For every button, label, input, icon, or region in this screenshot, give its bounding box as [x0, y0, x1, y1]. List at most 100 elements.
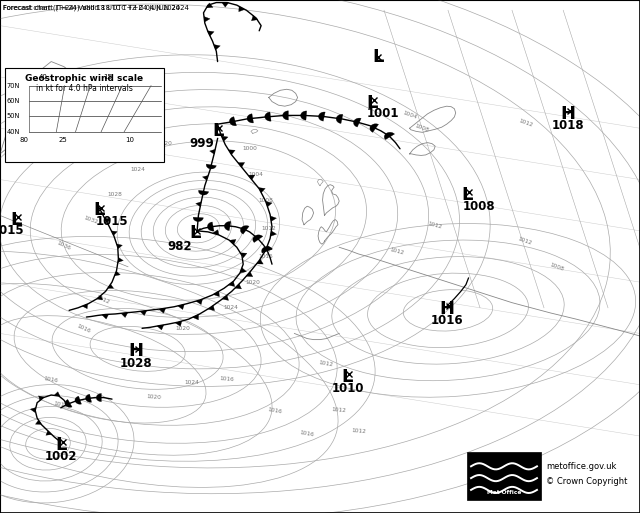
Text: 15: 15	[103, 73, 112, 80]
Polygon shape	[214, 45, 220, 50]
Text: 1015: 1015	[96, 215, 128, 228]
Polygon shape	[196, 202, 201, 207]
Text: Forecast chart (T+24) Valid 18 UTC T+Z 04 JUN 2024: Forecast chart (T+24) Valid 18 UTC T+Z 0…	[3, 4, 180, 11]
Text: 1012: 1012	[389, 247, 404, 255]
Text: 60N: 60N	[6, 98, 20, 104]
Polygon shape	[319, 112, 325, 121]
Polygon shape	[384, 132, 395, 140]
Text: 1012: 1012	[332, 407, 347, 413]
Polygon shape	[222, 3, 228, 7]
Polygon shape	[204, 16, 210, 22]
Polygon shape	[353, 118, 361, 127]
Text: L: L	[367, 93, 378, 112]
Polygon shape	[238, 163, 244, 167]
Bar	[467, 452, 541, 500]
Text: 982: 982	[167, 240, 191, 253]
Polygon shape	[228, 281, 235, 287]
Polygon shape	[253, 235, 263, 243]
Text: 1016: 1016	[220, 377, 235, 383]
Text: 1016: 1016	[268, 407, 283, 414]
Text: 1012: 1012	[351, 428, 366, 434]
Text: 40: 40	[39, 73, 48, 80]
Polygon shape	[65, 400, 72, 407]
Polygon shape	[111, 231, 117, 235]
Polygon shape	[140, 310, 147, 315]
Polygon shape	[248, 175, 255, 180]
Text: L: L	[189, 224, 201, 243]
Text: Geostrophic wind scale: Geostrophic wind scale	[26, 74, 143, 84]
Polygon shape	[252, 15, 258, 21]
Polygon shape	[270, 216, 276, 222]
Polygon shape	[262, 246, 273, 253]
Text: 70N: 70N	[6, 83, 20, 89]
Polygon shape	[115, 271, 120, 276]
Polygon shape	[229, 116, 237, 126]
Polygon shape	[116, 244, 122, 249]
Text: 1008: 1008	[258, 198, 273, 203]
Text: 1020: 1020	[157, 141, 173, 146]
Polygon shape	[102, 314, 109, 319]
Text: 1016: 1016	[44, 376, 59, 383]
Polygon shape	[228, 150, 235, 155]
Polygon shape	[265, 112, 271, 121]
Text: 10: 10	[125, 137, 134, 143]
Polygon shape	[159, 308, 166, 313]
Polygon shape	[104, 218, 111, 223]
Polygon shape	[271, 231, 276, 236]
Polygon shape	[193, 314, 198, 320]
Polygon shape	[210, 149, 215, 154]
Text: L: L	[212, 122, 223, 140]
Text: 999: 999	[189, 137, 214, 150]
Polygon shape	[198, 190, 209, 195]
Text: 1012: 1012	[517, 236, 532, 246]
Text: 1016: 1016	[431, 314, 463, 327]
Text: L: L	[10, 210, 22, 229]
Polygon shape	[239, 6, 245, 12]
Text: 1010: 1010	[332, 382, 364, 396]
Polygon shape	[30, 407, 36, 412]
Polygon shape	[75, 396, 81, 404]
Polygon shape	[118, 258, 124, 263]
Polygon shape	[259, 188, 265, 193]
Polygon shape	[206, 164, 216, 169]
Polygon shape	[86, 394, 92, 402]
Text: 1008: 1008	[463, 200, 495, 213]
Text: 1004: 1004	[402, 110, 417, 121]
Text: 1024: 1024	[130, 167, 145, 172]
Text: H: H	[561, 105, 576, 123]
Polygon shape	[208, 305, 214, 311]
Text: 1000: 1000	[242, 146, 257, 151]
Polygon shape	[207, 222, 214, 231]
Polygon shape	[246, 272, 253, 277]
Text: 1012: 1012	[428, 222, 443, 230]
Polygon shape	[175, 321, 182, 326]
Text: H: H	[128, 342, 143, 361]
Text: 1008: 1008	[415, 123, 430, 133]
Polygon shape	[46, 431, 52, 435]
Polygon shape	[222, 295, 228, 301]
Polygon shape	[229, 240, 236, 245]
Polygon shape	[35, 420, 42, 424]
Polygon shape	[213, 291, 220, 297]
Text: Forecast chart (T+24) Valid 18 UTC T+Z 04 JUN 2024: Forecast chart (T+24) Valid 18 UTC T+Z 0…	[3, 4, 189, 11]
Polygon shape	[240, 268, 246, 273]
Text: © Crown Copyright: © Crown Copyright	[546, 477, 627, 486]
Text: L: L	[461, 186, 473, 204]
Text: 80: 80	[20, 137, 29, 143]
Polygon shape	[178, 304, 184, 309]
Text: 1020: 1020	[146, 394, 161, 401]
Polygon shape	[241, 226, 249, 234]
Polygon shape	[157, 325, 164, 330]
Text: 25: 25	[58, 137, 67, 143]
Polygon shape	[257, 259, 263, 264]
Bar	[5, 68, 164, 162]
Text: L: L	[342, 368, 353, 386]
Text: 1001: 1001	[367, 107, 399, 121]
Text: 1024: 1024	[223, 305, 238, 310]
Polygon shape	[283, 111, 289, 120]
Polygon shape	[121, 312, 128, 318]
Polygon shape	[54, 392, 60, 396]
Polygon shape	[221, 136, 228, 141]
Polygon shape	[206, 3, 213, 8]
Text: 1016: 1016	[76, 323, 91, 333]
